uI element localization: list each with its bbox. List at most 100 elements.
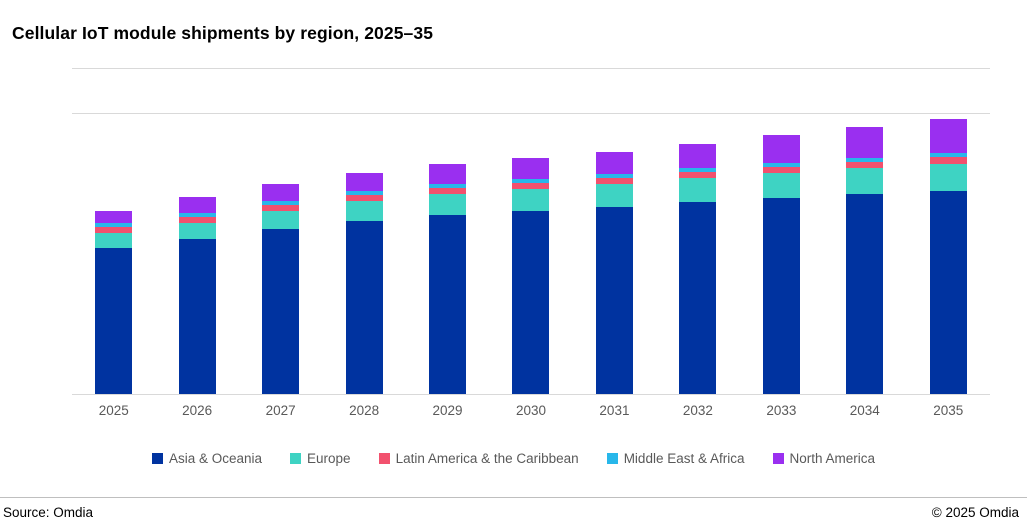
stacked-bar (95, 211, 133, 394)
bar-segment (95, 223, 133, 227)
footer-divider (0, 497, 1027, 498)
stacked-bar (762, 135, 800, 394)
x-tick-label: 2028 (349, 403, 380, 418)
bar-segment (512, 179, 550, 183)
bar-segment (429, 215, 467, 394)
bar-segment (929, 157, 967, 164)
legend-swatch (290, 453, 302, 464)
bar-column-2033 (740, 69, 823, 394)
x-tick-label: 2025 (98, 403, 129, 418)
bar-segment (429, 164, 467, 184)
x-tick-label: 2034 (849, 403, 880, 418)
x-tick-label: 2033 (766, 403, 797, 418)
bar-segment (929, 191, 967, 394)
bar-segment (95, 233, 133, 248)
bar-segment (262, 229, 300, 394)
bar-segment (345, 221, 383, 394)
bar-column-2025 (72, 69, 155, 394)
copyright-text: © 2025 Omdia (931, 505, 1019, 520)
bar-segment (679, 202, 717, 394)
stacked-bar (345, 173, 383, 394)
x-tick-label: 2029 (432, 403, 463, 418)
bar-segment (846, 168, 884, 194)
chart-title: Cellular IoT module shipments by region,… (12, 23, 434, 43)
legend-swatch (151, 453, 163, 464)
x-tick-label: 2027 (265, 403, 296, 418)
bar-segment (679, 144, 717, 168)
legend-item: Asia & Oceania (151, 451, 263, 466)
stacked-bar (846, 127, 884, 394)
bar-segment (178, 213, 216, 217)
bar-segment (846, 158, 884, 162)
bar-segment (95, 211, 133, 223)
legend: Asia & Oceania Europe Latin America & the … (0, 451, 1027, 466)
stacked-bar (512, 158, 550, 394)
bar-segment (512, 211, 550, 394)
legend-swatch (378, 453, 390, 464)
legend-item: Europe (290, 451, 351, 466)
legend-swatch (606, 453, 618, 464)
bar-segment (846, 127, 884, 158)
bar-segment (262, 211, 300, 229)
source-text: Source: Omdia (3, 505, 94, 520)
bar-segment (429, 194, 467, 215)
x-tick-label: 2030 (515, 403, 547, 418)
bar-segment (262, 205, 300, 211)
bar-column-2035 (907, 69, 990, 394)
bar-segment (178, 197, 216, 213)
bar-segment (595, 178, 633, 184)
legend-label: Asia & Oceania (168, 451, 263, 466)
legend-item: Latin America & the Caribbean (378, 451, 579, 466)
bar-segment (762, 173, 800, 198)
bar-segment (679, 178, 717, 202)
bar-segment (512, 183, 550, 189)
bar-column-2027 (239, 69, 322, 394)
bar-segment (345, 173, 383, 191)
bar-column-2026 (155, 69, 238, 394)
bar-segment (345, 195, 383, 201)
bar-segment (595, 207, 633, 394)
bar-segment (178, 239, 216, 394)
stacked-bar (679, 144, 717, 394)
bar-segment (846, 162, 884, 168)
legend-label: Middle East & Africa (623, 451, 745, 466)
legend-label: Europe (307, 451, 351, 466)
stacked-bar (262, 184, 300, 394)
plot-area (72, 68, 990, 395)
x-tick-label: 2035 (933, 403, 964, 418)
x-tick-label: 2031 (599, 403, 630, 418)
bar-segment (762, 163, 800, 167)
bar-segment (846, 194, 884, 394)
bar-segment (762, 198, 800, 394)
bar-segment (595, 174, 633, 178)
bar-segment (929, 164, 967, 191)
stacked-bar (595, 152, 633, 394)
bar-column-2030 (489, 69, 572, 394)
bar-segment (345, 201, 383, 221)
bar-column-2029 (406, 69, 489, 394)
bar-segment (762, 167, 800, 173)
bar-segment (178, 223, 216, 239)
x-tick-label: 2026 (182, 403, 213, 418)
bar-column-2031 (573, 69, 656, 394)
bar-segment (595, 184, 633, 207)
legend-label: Latin America & the Caribbean (395, 451, 579, 466)
bar-segment (262, 201, 300, 205)
bar-segment (679, 172, 717, 178)
legend-item: Middle East & Africa (606, 451, 745, 466)
bar-segment (95, 227, 133, 233)
stacked-bar (429, 164, 467, 394)
bar-segment (345, 191, 383, 195)
legend-item: North America (772, 451, 876, 466)
x-tick-label: 2032 (682, 403, 713, 418)
bar-column-2032 (656, 69, 739, 394)
bar-segment (595, 152, 633, 174)
stacked-bar (178, 197, 216, 394)
bar-segment (429, 188, 467, 194)
bar-segment (512, 158, 550, 179)
legend-label: North America (789, 451, 876, 466)
bar-segment (262, 184, 300, 201)
bar-column-2034 (823, 69, 906, 394)
bar-segment (178, 217, 216, 223)
bar-segment (929, 119, 967, 153)
